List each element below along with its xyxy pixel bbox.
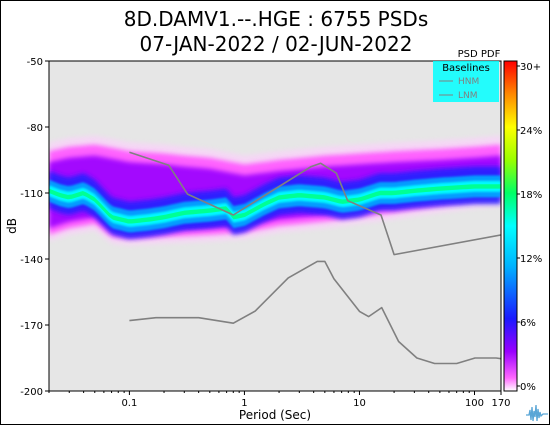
x-axis-label: Period (Sec): [239, 408, 311, 422]
colorbar-tick-label: 0%: [520, 382, 536, 393]
plot-layer: [49, 135, 501, 365]
colorbar-title: PSD PDF: [458, 49, 501, 60]
x-tick-label: 170: [491, 398, 510, 409]
x-axis: 0.1 1 10 100 170: [48, 391, 511, 409]
y-tick-label: -50: [27, 57, 43, 68]
chart-title: 8D.DAMV1.--.HGE : 6755 PSDs: [123, 7, 429, 31]
colorbar-tick-label: 24%: [520, 126, 542, 137]
chart-subtitle: 07-JAN-2022 / 02-JUN-2022: [139, 32, 413, 56]
legend: Baselines HNM LNM: [433, 61, 499, 102]
hnm-curve: [129, 151, 501, 256]
plot-frame: [48, 60, 502, 392]
lnm-curve: [129, 260, 501, 365]
y-tick-label: -110: [20, 189, 43, 200]
colorbar-tick-label: 18%: [520, 190, 542, 201]
legend-entry-lnm: LNM: [458, 91, 478, 101]
y-tick-label: -170: [20, 321, 43, 332]
legend-title: Baselines: [442, 63, 490, 74]
x-tick-label: 100: [465, 398, 484, 409]
colorbar-ticks: 30+ 24% 18% 12% 6% 0%: [517, 62, 542, 393]
y-axis: -50 -80 -110 -140 -170 -200: [20, 57, 49, 398]
y-tick-label: -200: [20, 387, 43, 398]
seismogram-logo-icon: [526, 404, 548, 422]
y-tick-label: -80: [27, 123, 43, 134]
colorbar: [503, 60, 518, 392]
y-axis-label: dB: [5, 218, 19, 234]
y-tick-label: -140: [20, 255, 43, 266]
colorbar-tick-label: 30+: [520, 62, 541, 73]
pdf-band-mode: [49, 184, 501, 224]
x-tick-label: 0.1: [121, 398, 137, 409]
colorbar-tick-label: 12%: [520, 254, 542, 265]
colorbar-tick-label: 6%: [520, 318, 536, 329]
x-tick-label: 1: [241, 398, 247, 409]
legend-entry-hnm: HNM: [458, 77, 479, 87]
x-tick-label: 10: [353, 398, 366, 409]
